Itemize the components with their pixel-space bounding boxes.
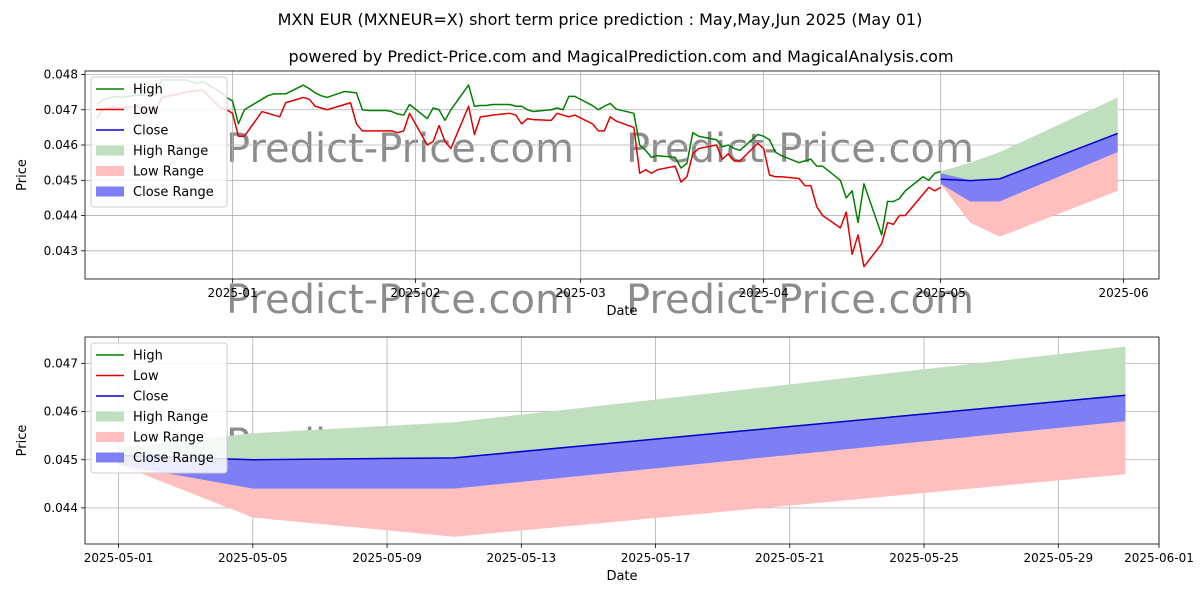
legend-box [90, 76, 228, 208]
legend-swatch-patch [96, 166, 124, 176]
legend-entry-label: High Range [133, 410, 208, 425]
watermark-text: Predict-Price.com [626, 277, 974, 323]
legend-swatch-patch [96, 186, 124, 197]
watermark-text: Predict-Price.com [626, 126, 974, 172]
close-series-line [940, 132, 1118, 182]
high-series-line [96, 79, 941, 236]
x-tick-label: 2025-05-21 [755, 551, 825, 565]
legend-entry-label: High [133, 83, 163, 98]
watermark-text: Predict-Price.com [226, 277, 574, 323]
y-tick-label: 0.044 [44, 501, 78, 515]
legend-entry-label: Low [133, 103, 159, 118]
x-tick-label: 2025-01 [207, 286, 257, 300]
chart-panel-history: 2025-01 2025-02 2025-03 2025-04 2025-05 2025-… [15, 68, 1160, 319]
legend-entry-label: Close [133, 390, 168, 405]
plot-frame [84, 70, 1160, 280]
legend-entry-label: Close Range [133, 451, 214, 466]
x-tick-label: 2025-05-29 [1023, 551, 1093, 565]
chart-subtitle: powered by Predict-Price.com and Magical… [288, 47, 953, 66]
legend-entry-label: Low Range [133, 431, 204, 446]
watermark-text: Predict-Price.com [226, 126, 574, 172]
chart-title: MXN EUR (MXNEUR=X) short term price pred… [278, 10, 923, 29]
low-series-line [96, 89, 942, 268]
x-tick-label: 2025-03 [556, 286, 606, 300]
legend-entry-label: Close Range [133, 185, 214, 200]
y-tick-label: 0.045 [44, 173, 78, 187]
x-tick-label: 2025-05-01 [84, 551, 154, 565]
x-tick-label: 2025-05 [916, 286, 966, 300]
y-tick-label: 0.047 [44, 356, 78, 370]
x-tick-label: 2025-05-13 [486, 551, 556, 565]
legend-entry-label: Low Range [133, 165, 204, 180]
legend-swatch-patch [96, 452, 124, 463]
x-tick-label: 2025-04 [739, 286, 789, 300]
x-axis-label: Date [606, 569, 637, 584]
y-axis-label: Price [15, 425, 30, 457]
low-range-band [940, 152, 1118, 237]
x-axis-label: Date [606, 304, 637, 319]
y-tick-label: 0.046 [44, 405, 78, 419]
y-tick-label: 0.047 [44, 103, 78, 117]
plot-frame [84, 336, 1160, 545]
x-tick-label: 2025-06 [1099, 286, 1149, 300]
high-range-band [118, 346, 1126, 460]
x-tick-label: 2025-06-01 [1124, 551, 1194, 565]
y-tick-label: 0.045 [44, 453, 78, 467]
y-axis-label: Price [15, 159, 30, 191]
x-tick-label: 2025-05-09 [352, 551, 422, 565]
y-tick-label: 0.044 [44, 209, 78, 223]
legend-entry-label: Low [133, 369, 159, 384]
legend-entry-label: High [133, 349, 163, 364]
low-range-band [118, 421, 1126, 537]
legend-swatch-patch [96, 411, 124, 422]
x-tick-label: 2025-05-05 [218, 551, 288, 565]
y-tick-label: 0.046 [44, 138, 78, 152]
y-tick-label: 0.048 [44, 68, 78, 82]
legend-swatch-patch [96, 145, 124, 156]
legend-entry-label: Close [133, 124, 168, 139]
legend-entry-label: High Range [133, 144, 208, 159]
x-tick-label: 2025-02 [390, 286, 440, 300]
high-range-band [940, 97, 1118, 196]
y-tick-label: 0.043 [44, 244, 78, 258]
legend-swatch-patch [96, 432, 124, 442]
x-tick-label: 2025-05-17 [621, 551, 691, 565]
legend-box [90, 342, 228, 474]
x-tick-label: 2025-05-25 [889, 551, 959, 565]
chart-panel-forecast: 2025-05-01 2025-05-05 2025-05-09 2025-05-13… [15, 336, 1194, 584]
close-range-band [118, 395, 1126, 489]
